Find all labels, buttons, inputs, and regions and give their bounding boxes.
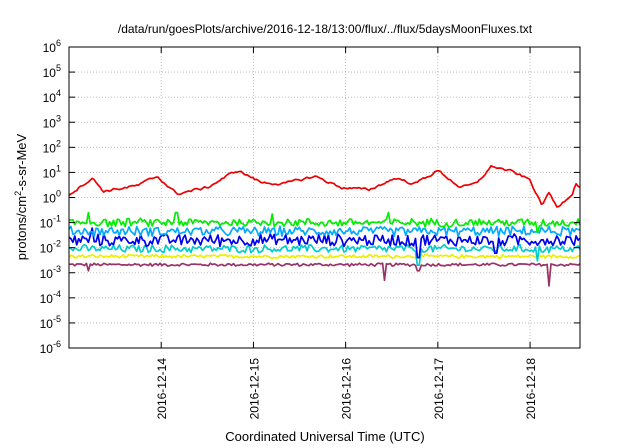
x-tick-label: 2016-12-15 (247, 358, 261, 420)
y-tick-label: 102 (43, 138, 61, 155)
series-line (68, 164, 581, 208)
grid (69, 47, 580, 348)
y-tick-label: 10-6 (40, 339, 61, 356)
x-axis-label: Coordinated Universal Time (UTC) (225, 429, 425, 444)
series-line (68, 211, 581, 234)
y-tick-label: 10-1 (40, 214, 61, 231)
ticks (69, 46, 580, 349)
y-axis-label: protons/cm2-s-sr-MeV (12, 133, 30, 261)
x-tick-label: 2016-12-18 (524, 358, 538, 420)
chart-title: /data/run/goesPlots/archive/2016-12-18/1… (117, 22, 533, 36)
y-tick-label: 100 (43, 189, 61, 206)
x-tick-label: 2016-12-16 (340, 358, 354, 420)
series-line (68, 262, 581, 287)
y-tick-label: 10-2 (40, 239, 61, 256)
y-tick-label: 10-3 (40, 264, 61, 281)
x-tick-label: 2016-12-17 (432, 358, 446, 420)
series-group (68, 164, 581, 287)
series-line (68, 225, 581, 238)
y-tick-label: 106 (43, 38, 61, 55)
tick-labels: 10-6 10-5 10-4 10-3 10-2 10-1 100 101 102 103 104 1… (40, 38, 538, 419)
y-tick-label: 10-4 (40, 289, 61, 306)
y-tick-label: 104 (43, 88, 61, 105)
y-tick-label: 10-5 (40, 314, 61, 331)
y-tick-label: 105 (43, 63, 61, 80)
x-tick-label: 2016-12-14 (155, 358, 169, 420)
y-tick-label: 101 (43, 163, 61, 180)
y-tick-label: 103 (43, 113, 61, 130)
series-line (68, 253, 581, 260)
